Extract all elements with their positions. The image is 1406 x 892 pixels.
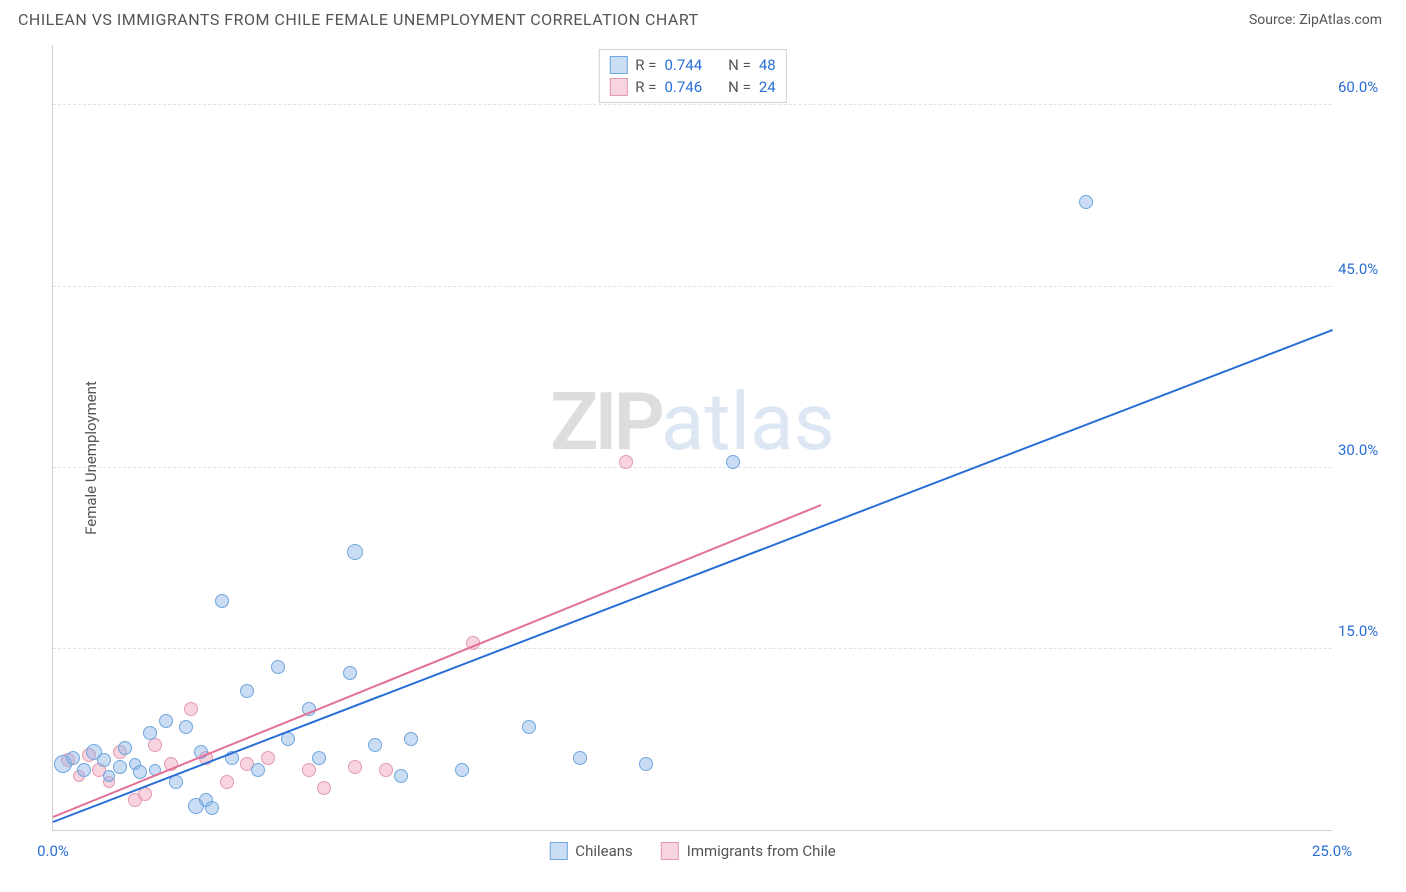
legend-row: R = 0.746 N = 24 (609, 76, 775, 98)
data-point (66, 751, 80, 765)
y-tick-label: 30.0% (1338, 441, 1394, 459)
data-point (205, 801, 219, 815)
chart-title: CHILEAN VS IMMIGRANTS FROM CHILE FEMALE … (18, 10, 699, 29)
legend-r-label: R = (635, 78, 656, 96)
legend-n-label: N = (728, 78, 751, 96)
chart-header: CHILEAN VS IMMIGRANTS FROM CHILE FEMALE … (0, 0, 1406, 35)
data-point (133, 765, 147, 779)
data-point (368, 738, 382, 752)
series-legend: Chileans Immigrants from Chile (549, 842, 835, 860)
grid-line (53, 104, 1332, 105)
source-label: Source: ZipAtlas.com (1249, 12, 1382, 28)
grid-line (53, 648, 1332, 649)
data-point (1079, 195, 1093, 209)
plot-area: ZIPatlas R =0.744N =48R =0.746N =24 Chil… (52, 45, 1332, 831)
watermark: ZIPatlas (550, 375, 835, 469)
data-point (118, 741, 132, 755)
legend-swatch (549, 842, 567, 860)
x-tick-label: 0.0% (37, 842, 69, 860)
data-point (251, 763, 265, 777)
correlation-legend: R = 0.744 N = 48 R = 0.746 N = 24 (598, 49, 786, 103)
legend-swatch (661, 842, 679, 860)
legend-n-value: 24 (759, 78, 776, 96)
data-point (343, 666, 357, 680)
legend-r-value: 0.746 (664, 78, 702, 96)
data-point (184, 702, 198, 716)
data-point (347, 544, 363, 560)
data-point (143, 726, 157, 740)
chart-area: Female Unemployment ZIPatlas R =0.744N =… (0, 35, 1406, 881)
legend-n-value: 48 (759, 56, 776, 74)
legend-n-label: N = (728, 56, 751, 74)
data-point (261, 751, 275, 765)
data-point (312, 751, 326, 765)
data-point (455, 763, 469, 777)
trend-line (53, 329, 1334, 823)
data-point (271, 660, 285, 674)
trend-line (53, 505, 822, 819)
data-point (522, 720, 536, 734)
data-point (379, 763, 393, 777)
y-tick-label: 60.0% (1338, 78, 1394, 96)
data-point (113, 760, 127, 774)
watermark-rest: atlas (661, 375, 835, 469)
legend-series-name: Chileans (575, 842, 632, 860)
legend-series-name: Immigrants from Chile (687, 842, 836, 860)
data-point (240, 684, 254, 698)
watermark-bold: ZIP (550, 375, 661, 469)
data-point (573, 751, 587, 765)
data-point (619, 455, 633, 469)
data-point (348, 760, 362, 774)
data-point (302, 763, 316, 777)
data-point (148, 738, 162, 752)
data-point (281, 732, 295, 746)
data-point (179, 720, 193, 734)
legend-item: Chileans (549, 842, 632, 860)
data-point (220, 775, 234, 789)
legend-swatch (609, 56, 627, 74)
data-point (639, 757, 653, 771)
grid-line (53, 467, 1332, 468)
data-point (404, 732, 418, 746)
data-point (97, 753, 111, 767)
x-tick-label: 25.0% (1312, 842, 1352, 860)
legend-swatch (609, 78, 627, 96)
data-point (77, 763, 91, 777)
legend-item: Immigrants from Chile (661, 842, 836, 860)
data-point (159, 714, 173, 728)
data-point (317, 781, 331, 795)
data-point (726, 455, 740, 469)
legend-r-label: R = (635, 56, 656, 74)
data-point (394, 769, 408, 783)
y-tick-label: 15.0% (1338, 622, 1394, 640)
y-tick-label: 45.0% (1338, 260, 1394, 278)
grid-line (53, 286, 1332, 287)
legend-row: R = 0.744 N = 48 (609, 54, 775, 76)
data-point (215, 594, 229, 608)
legend-r-value: 0.744 (664, 56, 702, 74)
